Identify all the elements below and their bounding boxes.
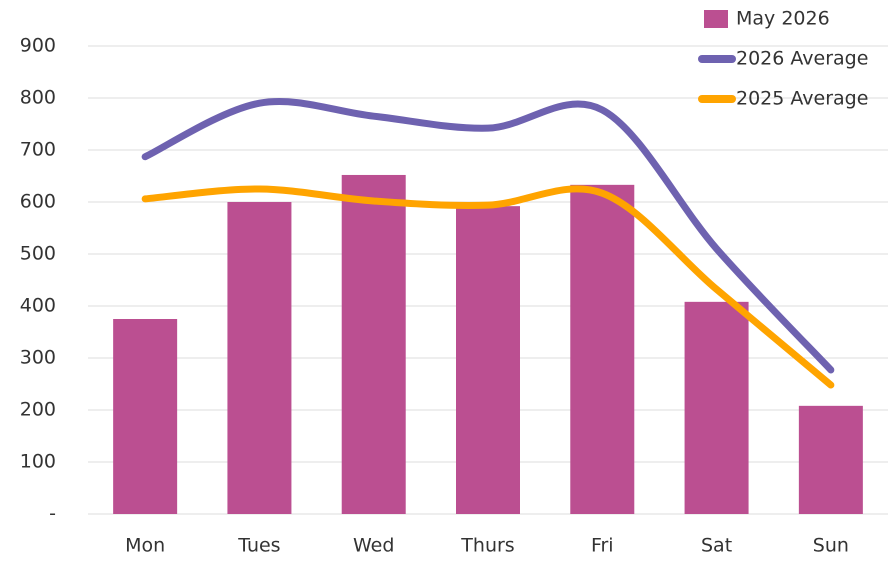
y-tick-label: 100 (20, 451, 56, 473)
x-tick-label: Fri (591, 535, 614, 557)
y-tick-label: 400 (20, 295, 56, 317)
y-tick-label: 800 (20, 87, 56, 109)
line (141, 185, 835, 389)
legend-label: May 2026 (736, 8, 830, 30)
bar (227, 202, 292, 514)
legend-label: 2025 Average (736, 88, 868, 110)
x-tick-label: Mon (125, 535, 165, 557)
y-tick-label: 200 (20, 399, 56, 421)
bar (456, 206, 520, 514)
bar (798, 405, 863, 514)
x-tick-label: Thurs (460, 535, 514, 557)
y-tick-label: 600 (20, 191, 56, 213)
x-tick-label: Sun (813, 535, 849, 557)
x-tick-label: Wed (353, 535, 394, 557)
line (141, 98, 835, 374)
y-tick-label: 700 (20, 139, 56, 161)
y-tick-label: 500 (20, 243, 56, 265)
legend-label: 2026 Average (736, 48, 868, 70)
bar (684, 301, 749, 514)
y-tick-label: - (49, 503, 56, 525)
y-tick-label: 300 (20, 347, 56, 369)
bar (113, 319, 178, 514)
y-tick-label: 900 (20, 35, 56, 57)
legend-swatch (704, 10, 728, 28)
x-tick-label: Sat (701, 535, 732, 557)
x-tick-label: Tues (237, 535, 280, 557)
bar (341, 174, 406, 514)
bar (570, 184, 635, 514)
